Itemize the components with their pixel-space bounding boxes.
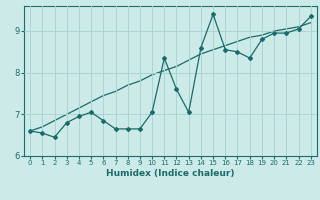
X-axis label: Humidex (Indice chaleur): Humidex (Indice chaleur) [106, 169, 235, 178]
